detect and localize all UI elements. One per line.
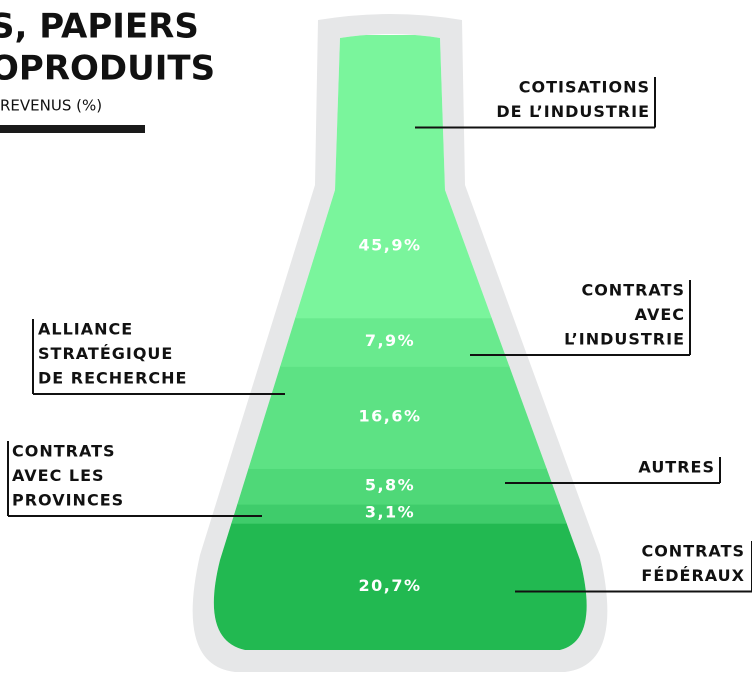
category-label: COTISATIONS	[519, 78, 650, 97]
category-label: PROVINCES	[12, 491, 124, 510]
value-label: 7,9%	[365, 331, 415, 350]
category-label: FÉDÉRAUX	[641, 566, 745, 585]
category-label: CONTRATS	[581, 281, 685, 300]
value-label: 20,7%	[358, 576, 421, 595]
category-label: DE L’INDUSTRIE	[496, 102, 650, 121]
title: OPRODUITS	[0, 49, 215, 89]
category-label: AVEC	[635, 305, 685, 324]
value-label: 45,9%	[358, 236, 421, 255]
category-label: L’INDUSTRIE	[564, 330, 685, 349]
title-bar	[0, 125, 145, 133]
category-label: DE RECHERCHE	[38, 369, 187, 388]
subtitle: REVENUS (%)	[0, 97, 102, 115]
layer	[213, 503, 587, 524]
category-label: AUTRES	[638, 458, 715, 477]
layer	[213, 522, 587, 650]
category-label: CONTRATS	[641, 542, 745, 561]
category-label: STRATÉGIQUE	[38, 344, 173, 363]
value-label: 5,8%	[365, 475, 415, 494]
layer	[213, 467, 587, 505]
category-label: CONTRATS	[12, 442, 116, 461]
title: S, PAPIERS	[0, 7, 199, 47]
category-label: AVEC LES	[12, 466, 105, 485]
value-label: 3,1%	[365, 503, 415, 522]
value-label: 16,6%	[358, 406, 421, 425]
category-label: ALLIANCE	[38, 320, 133, 339]
